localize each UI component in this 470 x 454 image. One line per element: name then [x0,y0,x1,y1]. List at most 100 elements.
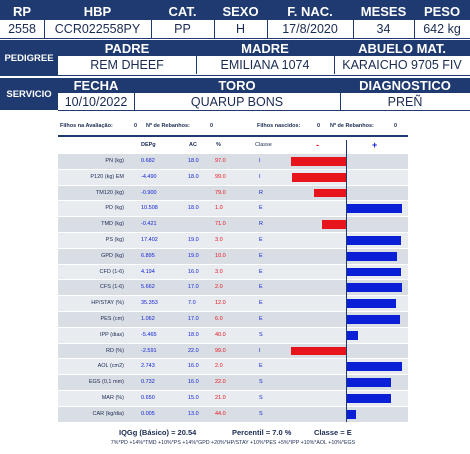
depg-value: 0.005 [141,410,155,417]
table-row: IPP (dias) -5.465 18.0 40.0 S [58,327,408,343]
trait-label: GPD (kg) [101,252,124,259]
table-row: TM120 (kg) -0.900 79.0 R [58,185,408,201]
pct-value: 71.0 [215,221,226,228]
col-classe-header: Classe [255,142,272,148]
pct-value: 21.0 [215,395,226,401]
ac-value: 17.0 [188,284,199,291]
classe-value: R [259,189,263,196]
trait-label: AOL (cm2) [97,363,124,370]
servicio-header-bar [58,78,470,93]
epg-table: PN (kg) 0.682 18.0 97.0 I P120 (kg) EM -4.490 1… [58,154,408,422]
servicio-label-fecha: FECHA [73,78,119,93]
classe-value: R [259,221,263,228]
classe-value: S [259,410,263,417]
divider-top-5 [353,20,354,38]
trait-label: PES (cm) [100,316,124,322]
ac-value: 19.0 [188,237,199,243]
trait-label: PN (kg) [105,158,124,164]
ac-value: 17.0 [188,316,199,322]
pedigree-value-madre: EMILIANA 1074 [220,58,310,72]
col-plus-header: + [372,140,378,150]
summary-line: IQGg (Básico) = 20.54 Percentil = 7.0 % … [58,428,408,440]
servicio-value-fecha: 10/10/2022 [64,94,128,109]
positive-bar [347,299,397,308]
positive-bar [347,236,402,245]
servicio-side-label: SERVICIO [0,78,58,110]
label-cat: CAT. [168,3,197,19]
pedigree-header-bar [58,40,470,56]
ac-value: 16.0 [188,268,199,275]
label-sexo: SEXO [222,3,259,19]
table-header: DEPg AC % Classe - + [58,140,408,152]
ac-value: 13.0 [188,410,199,417]
trait-label: HP/STAY (%) [91,300,124,307]
table-row: PES (cm) 1.062 17.0 6.0 E [58,312,408,327]
iqg-value: IQGg (Básico) = 20.54 [119,428,197,437]
depg-value: 5.662 [141,284,155,291]
ac-value: 18.0 [188,173,199,180]
depg-value: 1.062 [141,316,155,322]
negative-bar [313,188,346,198]
ac-value: 19.0 [188,252,199,259]
pedigree-value-abuelo-mat: KARAICHO 9705 FIV [342,58,462,72]
pct-value: 2.0 [215,363,223,370]
label-peso: PESO [423,3,461,19]
classe-value: E [259,284,263,291]
value-hbp: CCR022558PY [54,22,141,36]
value-rp: 2558 [8,22,36,36]
pct-value: 12.0 [215,300,226,307]
pct-value: 2.0 [215,284,223,291]
depg-value: 2.743 [141,363,155,370]
ac-value: 16.0 [188,363,199,370]
classe-value: S [259,395,263,401]
classe-value: E [259,316,263,322]
pct-value: 99.0 [215,347,226,354]
divider-ped-2 [334,56,335,74]
filhos-nascidos-value: 0 [317,123,321,129]
table-row: RD (%) -2.591 22.0 99.0 I [58,343,408,359]
servicio-value-toro: QUARUP BONS [190,94,284,109]
chart-center-axis [346,140,347,422]
col-depg-header: DEPg [141,142,156,148]
col-ac-header: AC [189,142,197,148]
trait-label: RD (%) [105,347,124,354]
table-row: CAR (kg/dia) 0.005 13.0 44.0 S [58,406,408,422]
ac-value: 15.0 [188,395,199,401]
value-f-nac: 17/8/2020 [282,22,338,36]
classe-value: E [259,252,263,259]
pct-value: 40.0 [215,331,226,338]
trait-label: PS (kg) [105,237,124,243]
rebanhos-2-label: Nº de Rebanhos: [330,123,374,129]
rebanhos-1-label: Nº de Rebanhos: [146,123,190,129]
ac-value: 18.0 [188,331,199,338]
ac-value: 22.0 [188,347,199,354]
depg-value: -4.490 [141,173,157,180]
servicio-underline [58,110,470,111]
servicio-value-diagnostico: PREÑ [387,94,423,109]
table-row: AOL (cm2) 2.743 16.0 2.0 E [58,359,408,375]
positive-bar [347,330,359,340]
percentil-value: Percentil = 7.0 % [232,428,292,437]
depg-value: 35.353 [141,300,158,307]
trait-label: IPP (dias) [99,331,124,338]
pct-value: 99.0 [215,173,226,180]
positive-bar [347,283,402,293]
trait-label: CFD (1-6) [99,268,124,275]
table-row: PN (kg) 0.682 18.0 97.0 I [58,154,408,169]
classe-value: S [259,379,263,386]
divider-srv-1 [134,93,135,110]
value-cat: PP [174,22,191,36]
divider-ped-1 [196,56,197,74]
pct-value: 44.0 [215,410,226,417]
label-meses: MESES [360,3,407,19]
table-row: CFD (1-6) 4.194 16.0 3.0 E [58,264,408,280]
depg-value: 0.650 [141,395,155,401]
trait-label: CAR (kg/dia) [92,410,124,417]
label-hbp: HBP [83,3,112,19]
table-row: MAR (%) 0.650 15.0 21.0 S [58,391,408,406]
pct-value: 1.0 [215,205,223,212]
negative-bar [291,172,346,182]
divider-top-1 [44,20,45,38]
pct-value: 22.0 [215,379,226,386]
classe-value: I [259,173,261,180]
